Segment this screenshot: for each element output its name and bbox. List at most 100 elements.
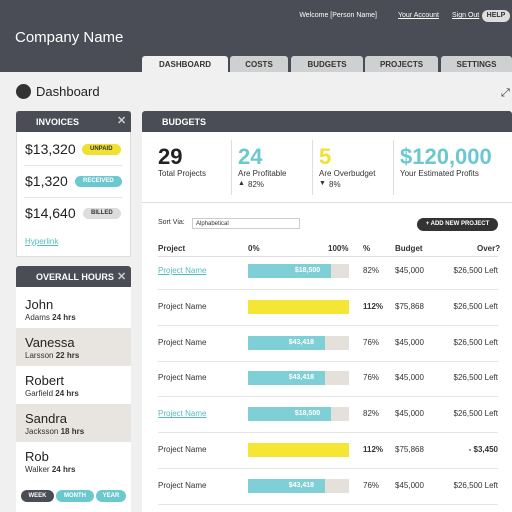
tab[interactable]: BUDGETS — [291, 56, 363, 72]
invoice-status: UNPAID — [82, 144, 121, 155]
panel-title: OVERALL HOURS — [36, 272, 114, 282]
table-header: 0% — [248, 244, 260, 253]
progress-fill — [248, 371, 325, 386]
signout-link[interactable]: Sign Out — [452, 12, 480, 19]
person-hours: 22 hrs — [53, 351, 80, 360]
budget: $75,868 — [395, 445, 424, 454]
progress-fill — [248, 478, 325, 493]
sort-select[interactable]: Alphabetical — [192, 218, 300, 229]
person-hours: 24 hrs — [49, 465, 76, 474]
bar-label: $18,500 — [294, 267, 321, 274]
percent: 112% — [363, 445, 384, 454]
bar-label: $18,500 — [294, 410, 321, 418]
tab[interactable]: SETTINGS — [441, 56, 512, 72]
period-button[interactable]: MONTH — [56, 490, 94, 502]
hours-row — [16, 328, 131, 366]
divider — [158, 432, 498, 434]
table-header: 100% — [328, 244, 349, 253]
project-name: Project Name — [158, 445, 207, 454]
person-last: Larsson 22 hrs — [25, 351, 80, 360]
page-icon — [16, 84, 31, 99]
panel-header — [16, 111, 131, 132]
panel-header — [16, 266, 131, 287]
divider — [158, 396, 498, 398]
panel-title: INVOICES — [36, 117, 80, 127]
tab[interactable]: DASHBOARD — [142, 56, 228, 72]
add-button[interactable]: + ADD NEW PROJECT — [417, 218, 498, 231]
project-name[interactable]: Project Name — [158, 266, 207, 275]
budget: $45,000 — [395, 480, 424, 490]
budget: $45,000 — [395, 337, 424, 347]
help-button[interactable]: HELP — [482, 10, 510, 22]
invoice-amount: $14,640 — [25, 205, 76, 221]
divider — [231, 140, 232, 195]
person-last: Walker 24 hrs — [25, 465, 76, 474]
percent: 76% — [363, 480, 380, 490]
budget: $45,000 — [395, 373, 424, 383]
stat-value: 29 — [158, 144, 183, 169]
company-name: Company Name — [15, 29, 124, 46]
period-button[interactable]: YEAR — [96, 490, 126, 502]
close-icon[interactable]: ✕ — [117, 271, 127, 283]
project-name: Project Name — [158, 337, 207, 347]
budget: $45,000 — [395, 266, 424, 275]
tab[interactable]: PROJECTS — [365, 56, 438, 72]
over: $26,500 Left — [453, 301, 498, 311]
stats-bg — [142, 132, 512, 203]
tab[interactable]: COSTS — [230, 56, 288, 72]
progress-fill — [248, 264, 331, 278]
table-header: % — [363, 244, 371, 253]
percent: 76% — [363, 373, 380, 383]
account-link[interactable]: Your Account — [398, 12, 439, 19]
divider — [158, 256, 498, 257]
close-icon[interactable]: ✕ — [117, 115, 127, 127]
over: $26,500 Left — [453, 266, 498, 275]
budget: $75,868 — [395, 301, 424, 311]
person-first: Vanessa — [25, 335, 75, 350]
over: $26,500 Left — [453, 337, 498, 347]
table-header: Project — [158, 244, 186, 253]
project-name[interactable]: Project Name — [158, 409, 207, 419]
person-first: Robert — [25, 373, 65, 388]
person-hours: 24 hrs — [49, 313, 76, 322]
divider — [393, 140, 394, 195]
over: $26,500 Left — [453, 409, 498, 419]
progress-fill — [248, 335, 325, 350]
invoice-status: RECEIVED — [75, 176, 122, 187]
divider — [24, 165, 122, 166]
budget: $45,000 — [395, 409, 424, 419]
bar-label: $43,418 — [288, 374, 315, 382]
panel-title: BUDGETS — [162, 117, 207, 127]
stat-label: Total Projects — [158, 169, 207, 178]
person-first: Sandra — [25, 411, 67, 426]
table-header: Budget — [395, 244, 423, 253]
over: - $3,450 — [468, 445, 498, 454]
hyperlink[interactable]: Hyperlink — [25, 237, 59, 246]
stat-value: 24 — [238, 144, 263, 169]
welcome: Welcome [Person Name] — [299, 12, 377, 19]
invoice-status: BILLED — [83, 208, 121, 219]
over: $26,500 Left — [453, 373, 498, 383]
invoice-amount: $1,320 — [25, 173, 68, 189]
stat-value: 5 — [319, 144, 332, 169]
stat-arrow: ▼ — [319, 180, 326, 187]
table-header: Over? — [477, 244, 501, 253]
percent: 112% — [363, 301, 384, 311]
divider — [24, 197, 122, 198]
person-first: Rob — [25, 449, 49, 464]
divider — [312, 140, 313, 195]
stat-value: $120,000 — [400, 144, 492, 169]
project-name: Project Name — [158, 373, 207, 383]
stat-label: Your Estimated Profits — [400, 169, 479, 178]
hours-row — [16, 442, 131, 480]
panel-header — [142, 111, 512, 132]
period-button[interactable]: WEEK — [21, 490, 54, 502]
project-name: Project Name — [158, 301, 207, 311]
person-first: John — [25, 297, 54, 312]
progress-fill — [248, 299, 349, 314]
expand-icon: ⤢ — [501, 87, 510, 99]
bar-label: $43,418 — [288, 481, 315, 489]
person-last: Garfield 24 hrs — [25, 389, 79, 398]
divider — [158, 468, 498, 469]
stat-label: Are Profitable — [238, 169, 287, 178]
